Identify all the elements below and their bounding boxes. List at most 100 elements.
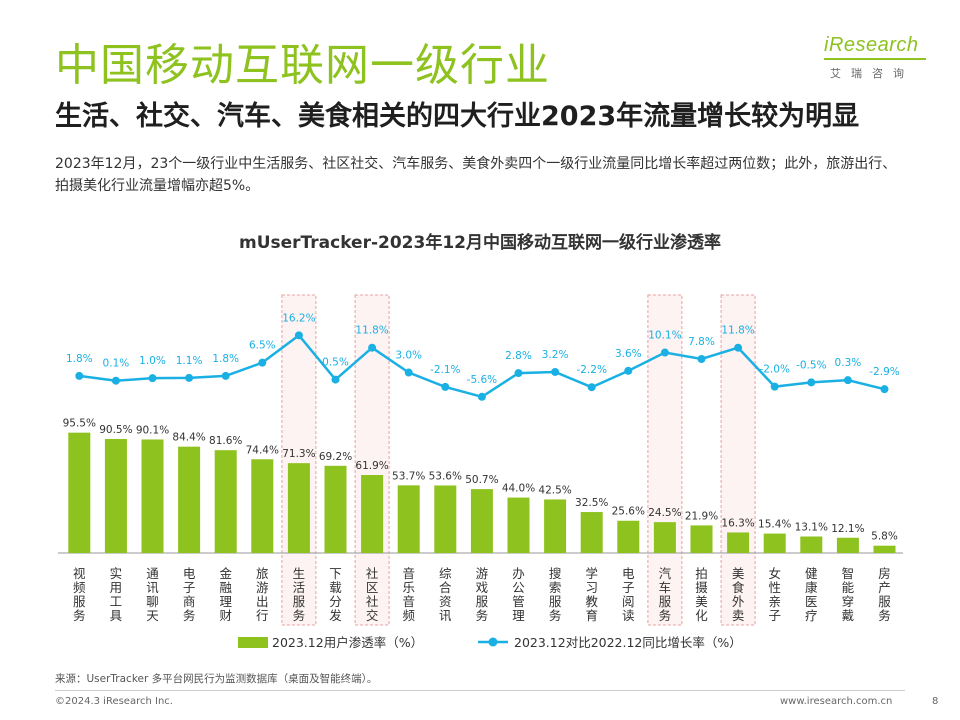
growth-value-label: 1.8% <box>66 353 93 365</box>
x-tick-label: 下载分发 <box>329 566 342 623</box>
growth-value-label: -2.1% <box>430 364 460 376</box>
bar-value-label: 16.3% <box>721 517 754 529</box>
bar-value-label: 12.1% <box>831 523 864 535</box>
bar-value-label: 5.8% <box>871 531 898 543</box>
growth-point <box>880 385 889 394</box>
copyright: ©2024.3 iResearch Inc. <box>55 696 173 707</box>
x-tick-label: 搜索服务 <box>549 566 562 623</box>
x-tick-label: 学习教育 <box>585 566 598 623</box>
growth-point <box>734 343 743 352</box>
bar <box>873 545 896 553</box>
legend-line-label: 2023.12对比2022.12同比增长率（%） <box>514 635 742 650</box>
growth-value-label: 16.2% <box>282 312 315 324</box>
website-link[interactable]: www.iresearch.com.cn <box>780 696 893 707</box>
growth-value-label: 10.1% <box>648 330 681 342</box>
growth-point <box>75 371 84 380</box>
page-subtitle: 生活、社交、汽车、美食相关的四大行业2023年流量增长较为明显 <box>55 101 860 132</box>
bar <box>836 537 859 553</box>
bar-value-label: 50.7% <box>465 474 498 486</box>
x-tick-label: 综合资讯 <box>439 566 452 623</box>
bar <box>580 512 603 553</box>
x-tick-label: 社区社交 <box>366 566 379 623</box>
chart-title: mUserTracker-2023年12月中国移动互联网一级行业渗透率 <box>238 233 721 253</box>
growth-value-label: 0.1% <box>103 358 130 370</box>
growth-point <box>404 368 413 377</box>
growth-value-label: 0.5% <box>322 357 349 369</box>
growth-point <box>258 358 267 367</box>
growth-point <box>697 355 706 364</box>
bar-value-label: 24.5% <box>648 507 681 519</box>
bar <box>141 439 164 553</box>
bar-value-label: 90.5% <box>99 424 132 436</box>
bar <box>800 536 823 553</box>
legend-bar-swatch <box>238 637 268 648</box>
growth-point <box>587 383 596 392</box>
bar-value-label: 13.1% <box>795 521 828 533</box>
growth-value-label: 3.6% <box>615 348 642 360</box>
growth-point <box>148 374 157 383</box>
bar <box>507 497 530 553</box>
growth-point <box>770 382 779 391</box>
bar <box>397 485 420 553</box>
bar <box>690 525 713 553</box>
logo-subtext: 艾瑞咨询 <box>830 67 914 80</box>
growth-point <box>624 366 633 375</box>
growth-point <box>331 375 340 384</box>
growth-value-label: 11.8% <box>355 325 388 337</box>
growth-value-label: 11.8% <box>721 325 754 337</box>
x-tick-label: 健康医疗 <box>805 566 818 623</box>
growth-point <box>221 371 230 380</box>
bar <box>214 450 237 553</box>
bar-value-label: 84.4% <box>172 432 205 444</box>
bar-value-label: 44.0% <box>502 483 535 495</box>
growth-value-label: -0.5% <box>796 359 826 371</box>
legend-line-marker <box>488 637 498 647</box>
bar <box>361 475 384 553</box>
bar-value-label: 53.6% <box>429 470 462 482</box>
legend-bar-label: 2023.12用户渗透率（%） <box>272 635 423 650</box>
growth-value-label: -5.6% <box>467 374 497 386</box>
bar <box>324 465 347 553</box>
growth-value-label: 3.0% <box>395 350 422 362</box>
x-tick-label: 女性亲子 <box>768 566 781 623</box>
bar <box>617 520 640 553</box>
logo-bar <box>824 58 926 60</box>
growth-value-label: 6.5% <box>249 340 276 352</box>
x-tick-label: 办公管理 <box>512 566 525 623</box>
bar-value-label: 95.5% <box>63 418 96 430</box>
bar-value-label: 69.2% <box>319 451 352 463</box>
bar-value-label: 53.7% <box>392 470 425 482</box>
x-tick-label: 生活服务 <box>293 566 306 623</box>
growth-value-label: 2.8% <box>505 350 532 362</box>
growth-point <box>185 373 194 382</box>
bar-value-label: 42.5% <box>538 484 571 496</box>
growth-point <box>514 369 523 378</box>
bar-value-label: 21.9% <box>685 510 718 522</box>
bar <box>544 499 567 553</box>
growth-value-label: 3.2% <box>542 349 569 361</box>
growth-point <box>294 331 303 340</box>
growth-point <box>111 376 120 385</box>
x-tick-label: 实用工具 <box>110 566 123 623</box>
bar <box>470 489 493 553</box>
x-tick-label: 金融理财 <box>219 566 232 623</box>
bar <box>434 485 457 553</box>
footer-divider <box>55 690 905 691</box>
bar-value-label: 15.4% <box>758 519 791 531</box>
x-tick-label: 电子商务 <box>183 566 196 623</box>
bar <box>178 446 201 553</box>
growth-point <box>660 348 669 357</box>
bar <box>251 459 274 553</box>
growth-point <box>551 367 560 376</box>
growth-value-label: 7.8% <box>688 336 715 348</box>
bar <box>68 432 91 553</box>
growth-point <box>368 343 377 352</box>
x-tick-label: 汽车服务 <box>659 566 672 623</box>
bar-value-label: 32.5% <box>575 497 608 509</box>
bar-value-label: 81.6% <box>209 435 242 447</box>
bar-value-label: 25.6% <box>612 506 645 518</box>
x-tick-label: 通讯聊天 <box>146 566 159 623</box>
x-tick-label: 游戏服务 <box>476 566 489 623</box>
x-tick-label: 房产服务 <box>878 566 891 623</box>
